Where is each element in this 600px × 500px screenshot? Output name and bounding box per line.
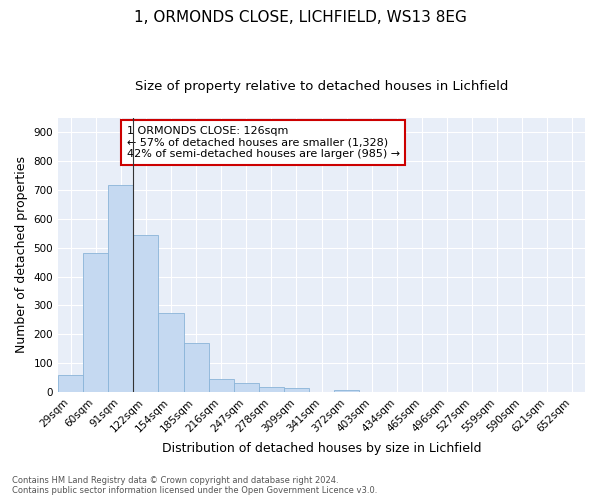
Bar bbox=[233, 382, 259, 392]
Bar bbox=[158, 314, 184, 392]
Title: Size of property relative to detached houses in Lichfield: Size of property relative to detached ho… bbox=[135, 80, 508, 93]
Bar bbox=[83, 254, 108, 392]
Bar bbox=[209, 378, 233, 392]
Bar bbox=[334, 390, 359, 392]
Text: Contains HM Land Registry data © Crown copyright and database right 2024.
Contai: Contains HM Land Registry data © Crown c… bbox=[12, 476, 377, 495]
Text: 1 ORMONDS CLOSE: 126sqm
← 57% of detached houses are smaller (1,328)
42% of semi: 1 ORMONDS CLOSE: 126sqm ← 57% of detache… bbox=[127, 126, 400, 159]
Y-axis label: Number of detached properties: Number of detached properties bbox=[15, 156, 28, 354]
Bar bbox=[259, 387, 284, 392]
Bar bbox=[108, 184, 133, 392]
X-axis label: Distribution of detached houses by size in Lichfield: Distribution of detached houses by size … bbox=[162, 442, 481, 455]
Bar bbox=[284, 388, 309, 392]
Bar bbox=[184, 343, 209, 392]
Bar bbox=[133, 235, 158, 392]
Text: 1, ORMONDS CLOSE, LICHFIELD, WS13 8EG: 1, ORMONDS CLOSE, LICHFIELD, WS13 8EG bbox=[134, 10, 466, 25]
Bar bbox=[58, 374, 83, 392]
